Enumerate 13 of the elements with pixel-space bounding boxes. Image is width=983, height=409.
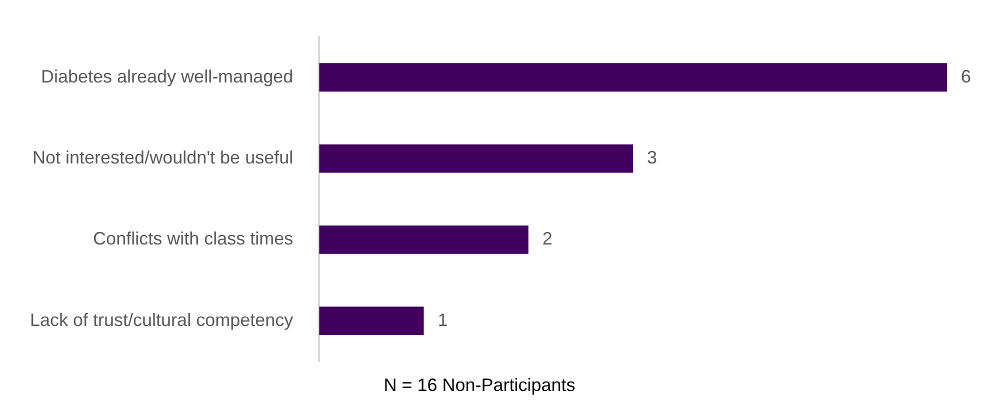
data-label: 1 (438, 310, 448, 330)
bar (319, 306, 424, 336)
y-tick-label: Not interested/wouldn't be useful (32, 147, 294, 168)
data-label: 2 (542, 228, 552, 249)
y-tick-label: Diabetes already well-managed (40, 66, 294, 86)
y-tick-label: Lack of trust/cultural competency (30, 310, 294, 330)
data-label: 6 (961, 66, 972, 86)
data-label: 3 (647, 147, 658, 168)
x-axis-title: N = 16 Non-Participants (384, 375, 576, 396)
bar (319, 225, 528, 254)
bar (319, 63, 947, 92)
y-tick-label: Conflicts with class times (93, 228, 294, 249)
bar (319, 144, 634, 173)
